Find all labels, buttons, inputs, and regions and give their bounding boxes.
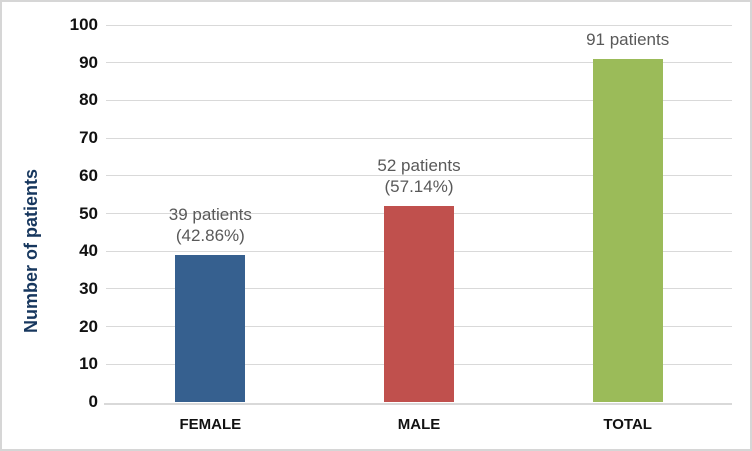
data-label-female: 39 patients (42.86%) — [120, 204, 300, 246]
gridline — [106, 24, 732, 26]
y-tick-label: 60 — [79, 165, 98, 185]
x-axis-line — [104, 403, 732, 405]
x-axis-label-male: MALE — [397, 416, 441, 433]
bar-male — [384, 205, 454, 402]
y-tick-label: 0 — [88, 392, 98, 411]
y-tick-label: 10 — [79, 354, 98, 374]
y-tick-label: 20 — [79, 316, 98, 336]
data-label-line: 52 patients — [377, 155, 461, 175]
y-tick-label: 30 — [79, 278, 98, 298]
y-tick-label: 40 — [79, 241, 98, 261]
data-label-line: 91 patients — [586, 29, 670, 49]
data-label-line: 39 patients — [168, 204, 252, 224]
y-tick-label: 80 — [79, 90, 98, 110]
x-axis-label-female: FEMALE — [179, 416, 242, 433]
bar-total — [592, 58, 663, 402]
gridline — [106, 99, 732, 101]
data-label-line: (57.14%) — [384, 176, 454, 196]
y-tick-label: 90 — [79, 52, 98, 72]
gridline — [106, 62, 732, 64]
y-tick-label: 70 — [79, 128, 98, 148]
y-tick-label: 100 — [69, 15, 98, 34]
gridline — [106, 137, 732, 139]
data-label-male: 52 patients (57.14%) — [329, 155, 509, 197]
gridline — [106, 175, 732, 177]
data-label-line: (42.86%) — [175, 225, 245, 245]
x-axis-label-total: TOTAL — [603, 416, 652, 433]
bar-female — [175, 254, 246, 402]
data-label-total: 91 patients — [538, 29, 718, 50]
y-tick-label: 50 — [79, 203, 98, 223]
